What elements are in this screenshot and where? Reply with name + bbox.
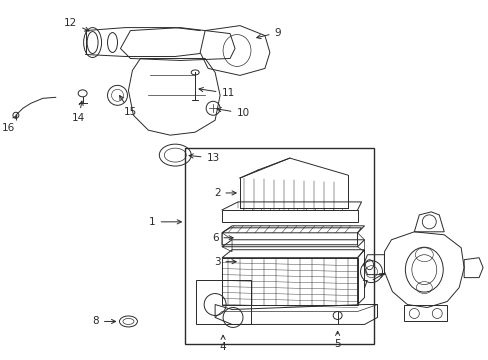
Bar [196, 280, 250, 324]
Bar [185, 148, 374, 345]
Text: 10: 10 [217, 108, 249, 118]
Text: 11: 11 [199, 87, 234, 98]
Text: 16: 16 [2, 116, 17, 133]
Text: 12: 12 [64, 18, 89, 31]
Text: 3: 3 [213, 257, 236, 267]
Text: 1: 1 [149, 217, 181, 227]
Text: 2: 2 [213, 188, 236, 198]
Text: 5: 5 [334, 331, 340, 349]
Text: 9: 9 [256, 28, 281, 39]
Text: 8: 8 [92, 316, 115, 327]
Text: 14: 14 [72, 101, 85, 123]
Text: 13: 13 [189, 153, 219, 163]
Text: 7: 7 [361, 274, 383, 289]
Text: 15: 15 [120, 95, 137, 117]
Text: 6: 6 [211, 233, 233, 243]
Text: 4: 4 [219, 335, 226, 352]
